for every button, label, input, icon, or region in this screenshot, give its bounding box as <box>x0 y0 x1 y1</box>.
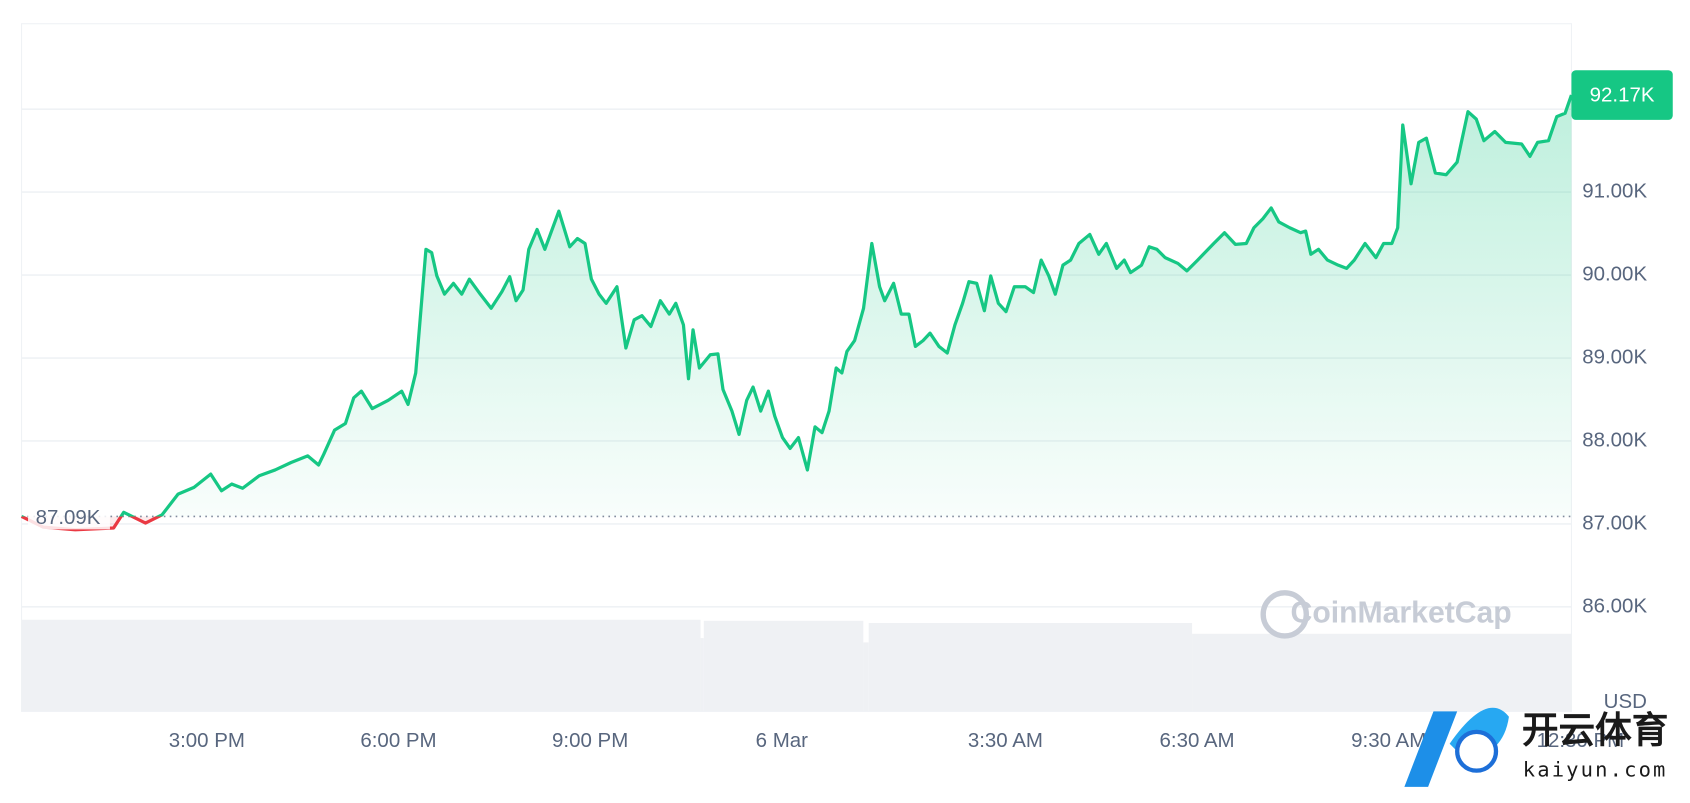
x-tick-label: 9:00 PM <box>552 729 628 752</box>
x-tick-label: 6:00 PM <box>360 729 436 752</box>
watermark-icon <box>1260 590 1309 639</box>
watermark: CoinMarketCap <box>1291 596 1512 629</box>
logo-mark <box>1404 711 1458 787</box>
x-tick-label: 6 Mar <box>756 729 809 752</box>
logo-url: kaiyun.com <box>1523 758 1668 782</box>
volume-bars <box>21 619 1572 712</box>
y-tick-label: 89.00K <box>1582 345 1647 368</box>
price-area <box>21 95 1572 517</box>
x-tick-label: 3:00 PM <box>169 729 245 752</box>
y-tick-label: 86.00K <box>1582 594 1647 617</box>
price-line <box>21 94 1573 517</box>
x-tick-label: 3:30 AM <box>968 729 1043 752</box>
y-tick-label: 87.00K <box>1582 511 1647 534</box>
x-tick-label: 9:30 AM <box>1351 729 1426 752</box>
x-tick-label: 12:30 PM <box>1537 729 1625 752</box>
logo-title: 开云体育 <box>1522 710 1668 751</box>
baseline-label-bg <box>28 503 110 530</box>
baseline-label: 87.09K <box>36 506 101 529</box>
y-tick-label: 88.00K <box>1582 428 1647 451</box>
y-tick-label: 91.00K <box>1582 180 1647 203</box>
y-unit: USD <box>1604 690 1647 713</box>
x-tick-label: 6:30 AM <box>1160 729 1235 752</box>
current-price-label: 92.17K <box>1590 84 1655 107</box>
y-tick-label: 90.00K <box>1582 262 1647 285</box>
current-price-tag <box>1571 70 1673 120</box>
logo-ball <box>1455 729 1499 773</box>
